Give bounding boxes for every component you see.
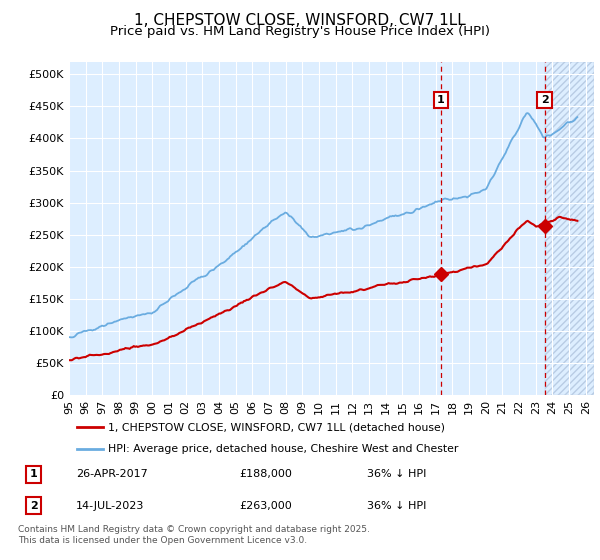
Text: HPI: Average price, detached house, Cheshire West and Chester: HPI: Average price, detached house, Ches… [109, 444, 459, 454]
Text: Contains HM Land Registry data © Crown copyright and database right 2025.
This d: Contains HM Land Registry data © Crown c… [18, 525, 370, 545]
Text: £188,000: £188,000 [239, 469, 292, 479]
Text: 2: 2 [541, 95, 548, 105]
Text: 1, CHEPSTOW CLOSE, WINSFORD, CW7 1LL: 1, CHEPSTOW CLOSE, WINSFORD, CW7 1LL [134, 13, 466, 28]
Text: 2: 2 [29, 501, 37, 511]
Text: 36% ↓ HPI: 36% ↓ HPI [367, 469, 427, 479]
Bar [441, 62, 545, 395]
Text: 1, CHEPSTOW CLOSE, WINSFORD, CW7 1LL (detached house): 1, CHEPSTOW CLOSE, WINSFORD, CW7 1LL (de… [109, 422, 445, 432]
Text: 36% ↓ HPI: 36% ↓ HPI [367, 501, 427, 511]
Bar [545, 62, 594, 395]
Text: 1: 1 [437, 95, 445, 105]
Text: 1: 1 [29, 469, 37, 479]
Text: 26-APR-2017: 26-APR-2017 [76, 469, 148, 479]
Text: £263,000: £263,000 [239, 501, 292, 511]
Text: 14-JUL-2023: 14-JUL-2023 [76, 501, 145, 511]
Text: Price paid vs. HM Land Registry's House Price Index (HPI): Price paid vs. HM Land Registry's House … [110, 25, 490, 38]
